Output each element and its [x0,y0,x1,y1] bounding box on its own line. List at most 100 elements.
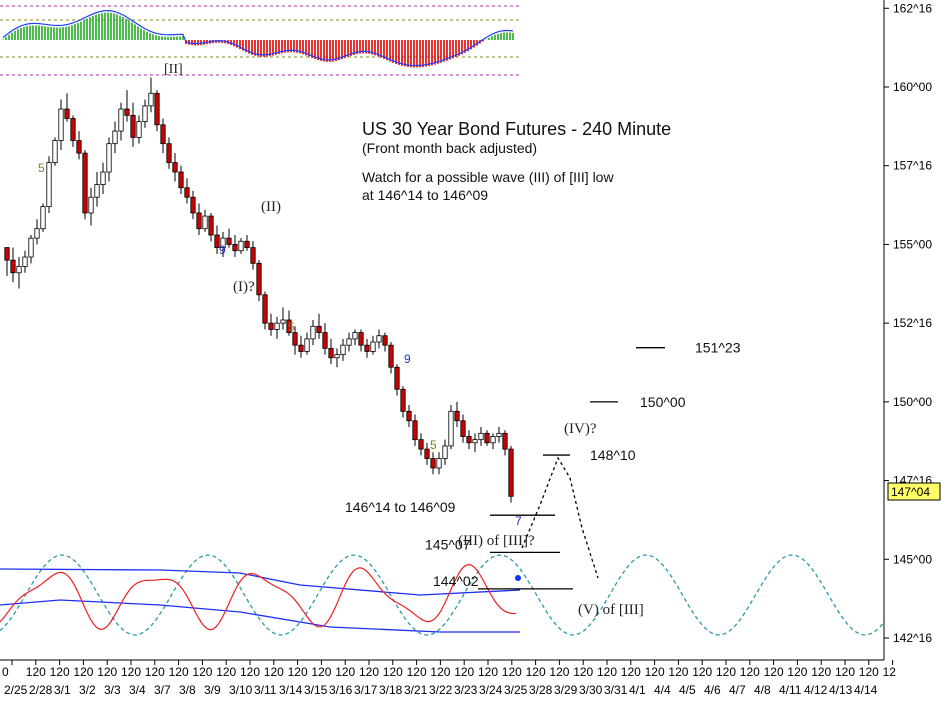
date-tick-label: 3/18 [379,683,403,697]
price-tick-label: 155^00 [893,237,932,251]
time-tick-label: 120 [502,665,522,679]
time-axis: 0 120 120 120 120 120 120 120 120 120 120 120 120 120… [2,660,896,697]
candle-body [28,237,34,258]
candle-body [52,140,58,163]
candle-body [412,420,418,441]
chart-subtitle: (Front month back adjusted) [362,140,537,156]
price-tick-label: 157^16 [893,159,932,173]
upper-band-line [0,568,521,596]
candle-body [232,244,238,252]
current-price-label: 147^04 [891,485,930,499]
date-tick-label: 4/11 [779,683,802,697]
price-level-label: 150^00 [640,394,686,410]
wave-label-II: (II) [261,199,281,215]
candle-body [10,259,16,274]
candle-body [226,237,232,245]
time-tick-label: 120 [264,665,284,679]
time-tick-label: 120 [359,665,379,679]
price-tick-label: 152^16 [893,316,932,330]
date-tick-label: 3/31 [604,683,628,697]
time-tick-label: 120 [835,665,855,679]
date-tick-label: 3/14 [279,683,303,697]
candle-body [388,344,394,368]
candle-body [292,332,298,346]
date-tick-label: 3/10 [229,683,253,697]
candle-body [256,262,262,296]
candle-body [364,344,370,352]
time-tick-label: 120 [716,665,736,679]
price-level-label: 145^07 [425,536,471,552]
time-tick-label: 12 [883,665,897,679]
price-level-label: 144^02 [433,573,479,589]
candle-body [238,240,244,252]
date-tick-label: 2/28 [29,683,53,697]
projection-path [521,456,599,579]
candle-body [472,439,478,444]
date-tick-label: 4/14 [854,683,878,697]
candle-body [124,108,130,116]
candlestick-series [4,77,514,503]
date-tick-label: 3/23 [454,683,478,697]
macd-signal-line [2,10,514,67]
time-tick-label: 120 [407,665,427,679]
time-tick-label: 120 [430,665,450,679]
time-tick-label: 120 [740,665,760,679]
candle-body [82,152,88,214]
date-tick-label: 2/25 [4,683,28,697]
candle-body [394,366,400,390]
candle-body [250,247,256,264]
time-tick-label: 120 [192,665,212,679]
candle-body [16,266,22,274]
candle-body [316,325,322,333]
candle-body [178,171,184,189]
candle-body [40,206,46,230]
candle-body [148,92,154,107]
candle-body [484,432,490,444]
candle-body [454,410,460,422]
time-tick-label: 120 [97,665,117,679]
candle-body [100,171,106,186]
price-level-label: 148^10 [590,447,636,463]
wave-label-I: (I)? [233,279,255,295]
candle-body [208,215,214,236]
date-tick-label: 3/9 [204,683,221,697]
candle-body [352,332,358,340]
candle-body [304,338,310,352]
price-tick-label: 162^16 [893,1,932,15]
candle-body [274,322,280,330]
date-tick-label: 4/5 [679,683,696,697]
candle-body [448,410,454,447]
price-tick-label: 142^16 [893,631,932,645]
wave-label-IV: (IV)? [564,421,597,437]
time-tick-label: 120 [621,665,641,679]
candle-body [430,458,436,469]
lower-band-line [0,599,520,633]
candle-body [346,338,352,346]
candle-body [58,108,64,141]
count-label: 5 [288,320,295,334]
time-tick-label: 120 [216,665,236,679]
time-tick-label: 120 [811,665,831,679]
candle-body [376,335,382,343]
chart-title: US 30 Year Bond Futures - 240 Minute [362,119,671,139]
date-tick-label: 4/6 [704,683,721,697]
candle-body [328,347,334,359]
price-tick-label: 150^00 [893,395,932,409]
candle-body [358,332,364,346]
candle-body [382,335,388,346]
candle-body [4,247,10,261]
candle-body [106,143,112,173]
candle-body [76,140,82,154]
time-tick-label: 120 [454,665,474,679]
candle-body [496,432,502,437]
date-tick-label: 4/4 [654,683,671,697]
time-tick-label: 120 [573,665,593,679]
price-tick-label: 145^00 [893,552,932,566]
candle-body [34,228,40,239]
time-tick-label: 120 [145,665,165,679]
time-tick-label: 0 [2,665,9,679]
time-tick-label: 120 [288,665,308,679]
candle-body [112,130,118,145]
date-tick-label: 3/22 [429,683,453,697]
